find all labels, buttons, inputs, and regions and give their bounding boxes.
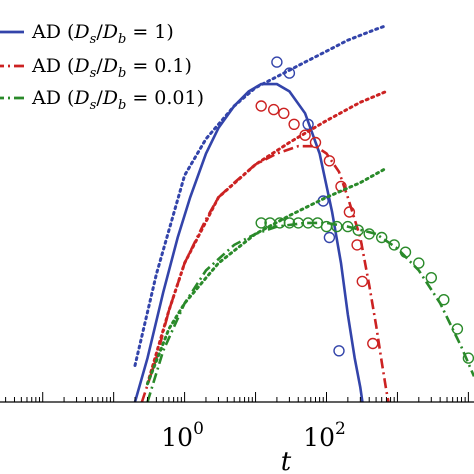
- series-3-marker: [376, 231, 388, 244]
- series-2-curve: [140, 144, 390, 402]
- series-1-marker: [323, 231, 336, 244]
- series-2-asymptote-line: [146, 89, 388, 386]
- axes: 100 102: [0, 392, 474, 452]
- series-1-asymptote-line: [133, 24, 388, 367]
- legend-entry-1: AD (Ds/Db = 1): [0, 21, 174, 47]
- series-1-curve: [133, 82, 364, 402]
- series-3-marker: [283, 217, 296, 229]
- series-1-marker: [283, 67, 296, 79]
- x-tick-label-1: 100: [161, 419, 204, 452]
- series-3-marker: [425, 272, 437, 284]
- legend-entry-3: AD (Ds/Db = 0.01): [0, 87, 204, 113]
- series-1-marker: [271, 56, 283, 68]
- legend: AD (Ds/Db = 1) AD (Ds/Db = 0.1) AD (Ds/Db …: [0, 21, 204, 113]
- plot-area: [133, 24, 474, 402]
- series-2-marker: [309, 136, 322, 149]
- series-2-marker: [351, 239, 363, 251]
- series-2-marker: [323, 155, 336, 167]
- legend-label-3: AD (Ds/Db = 0.01): [31, 87, 204, 113]
- series-3-marker: [331, 220, 343, 233]
- series-3-curve: [146, 221, 474, 402]
- series-2-marker: [299, 129, 311, 141]
- series-2-marker: [268, 103, 280, 116]
- series-2-marker: [278, 107, 290, 120]
- x-tick-label-2: 102: [303, 419, 346, 452]
- series-2-marker: [356, 275, 368, 288]
- x-axis-label: t: [281, 447, 292, 474]
- series-2-marker: [343, 206, 356, 218]
- series-2-marker: [288, 118, 300, 131]
- series-3-marker: [451, 323, 464, 335]
- series-3-marker: [388, 239, 400, 251]
- series-3-marker: [255, 217, 267, 229]
- legend-entry-2: AD (Ds/Db = 0.1): [0, 55, 192, 81]
- series-1-marker: [333, 345, 345, 357]
- series-1-marker: [302, 118, 314, 131]
- series-2-marker: [255, 100, 267, 112]
- legend-label-1: AD (Ds/Db = 1): [31, 21, 174, 47]
- series-3-marker: [438, 294, 450, 306]
- series-2-marker: [367, 337, 379, 350]
- series-3-marker: [462, 352, 474, 364]
- series-3-marker: [399, 246, 412, 258]
- series-3-marker: [352, 224, 364, 236]
- series-3-marker: [413, 257, 425, 269]
- series-3-marker: [363, 228, 375, 240]
- legend-label-2: AD (Ds/Db = 0.1): [31, 55, 192, 81]
- series-3-marker: [342, 220, 354, 233]
